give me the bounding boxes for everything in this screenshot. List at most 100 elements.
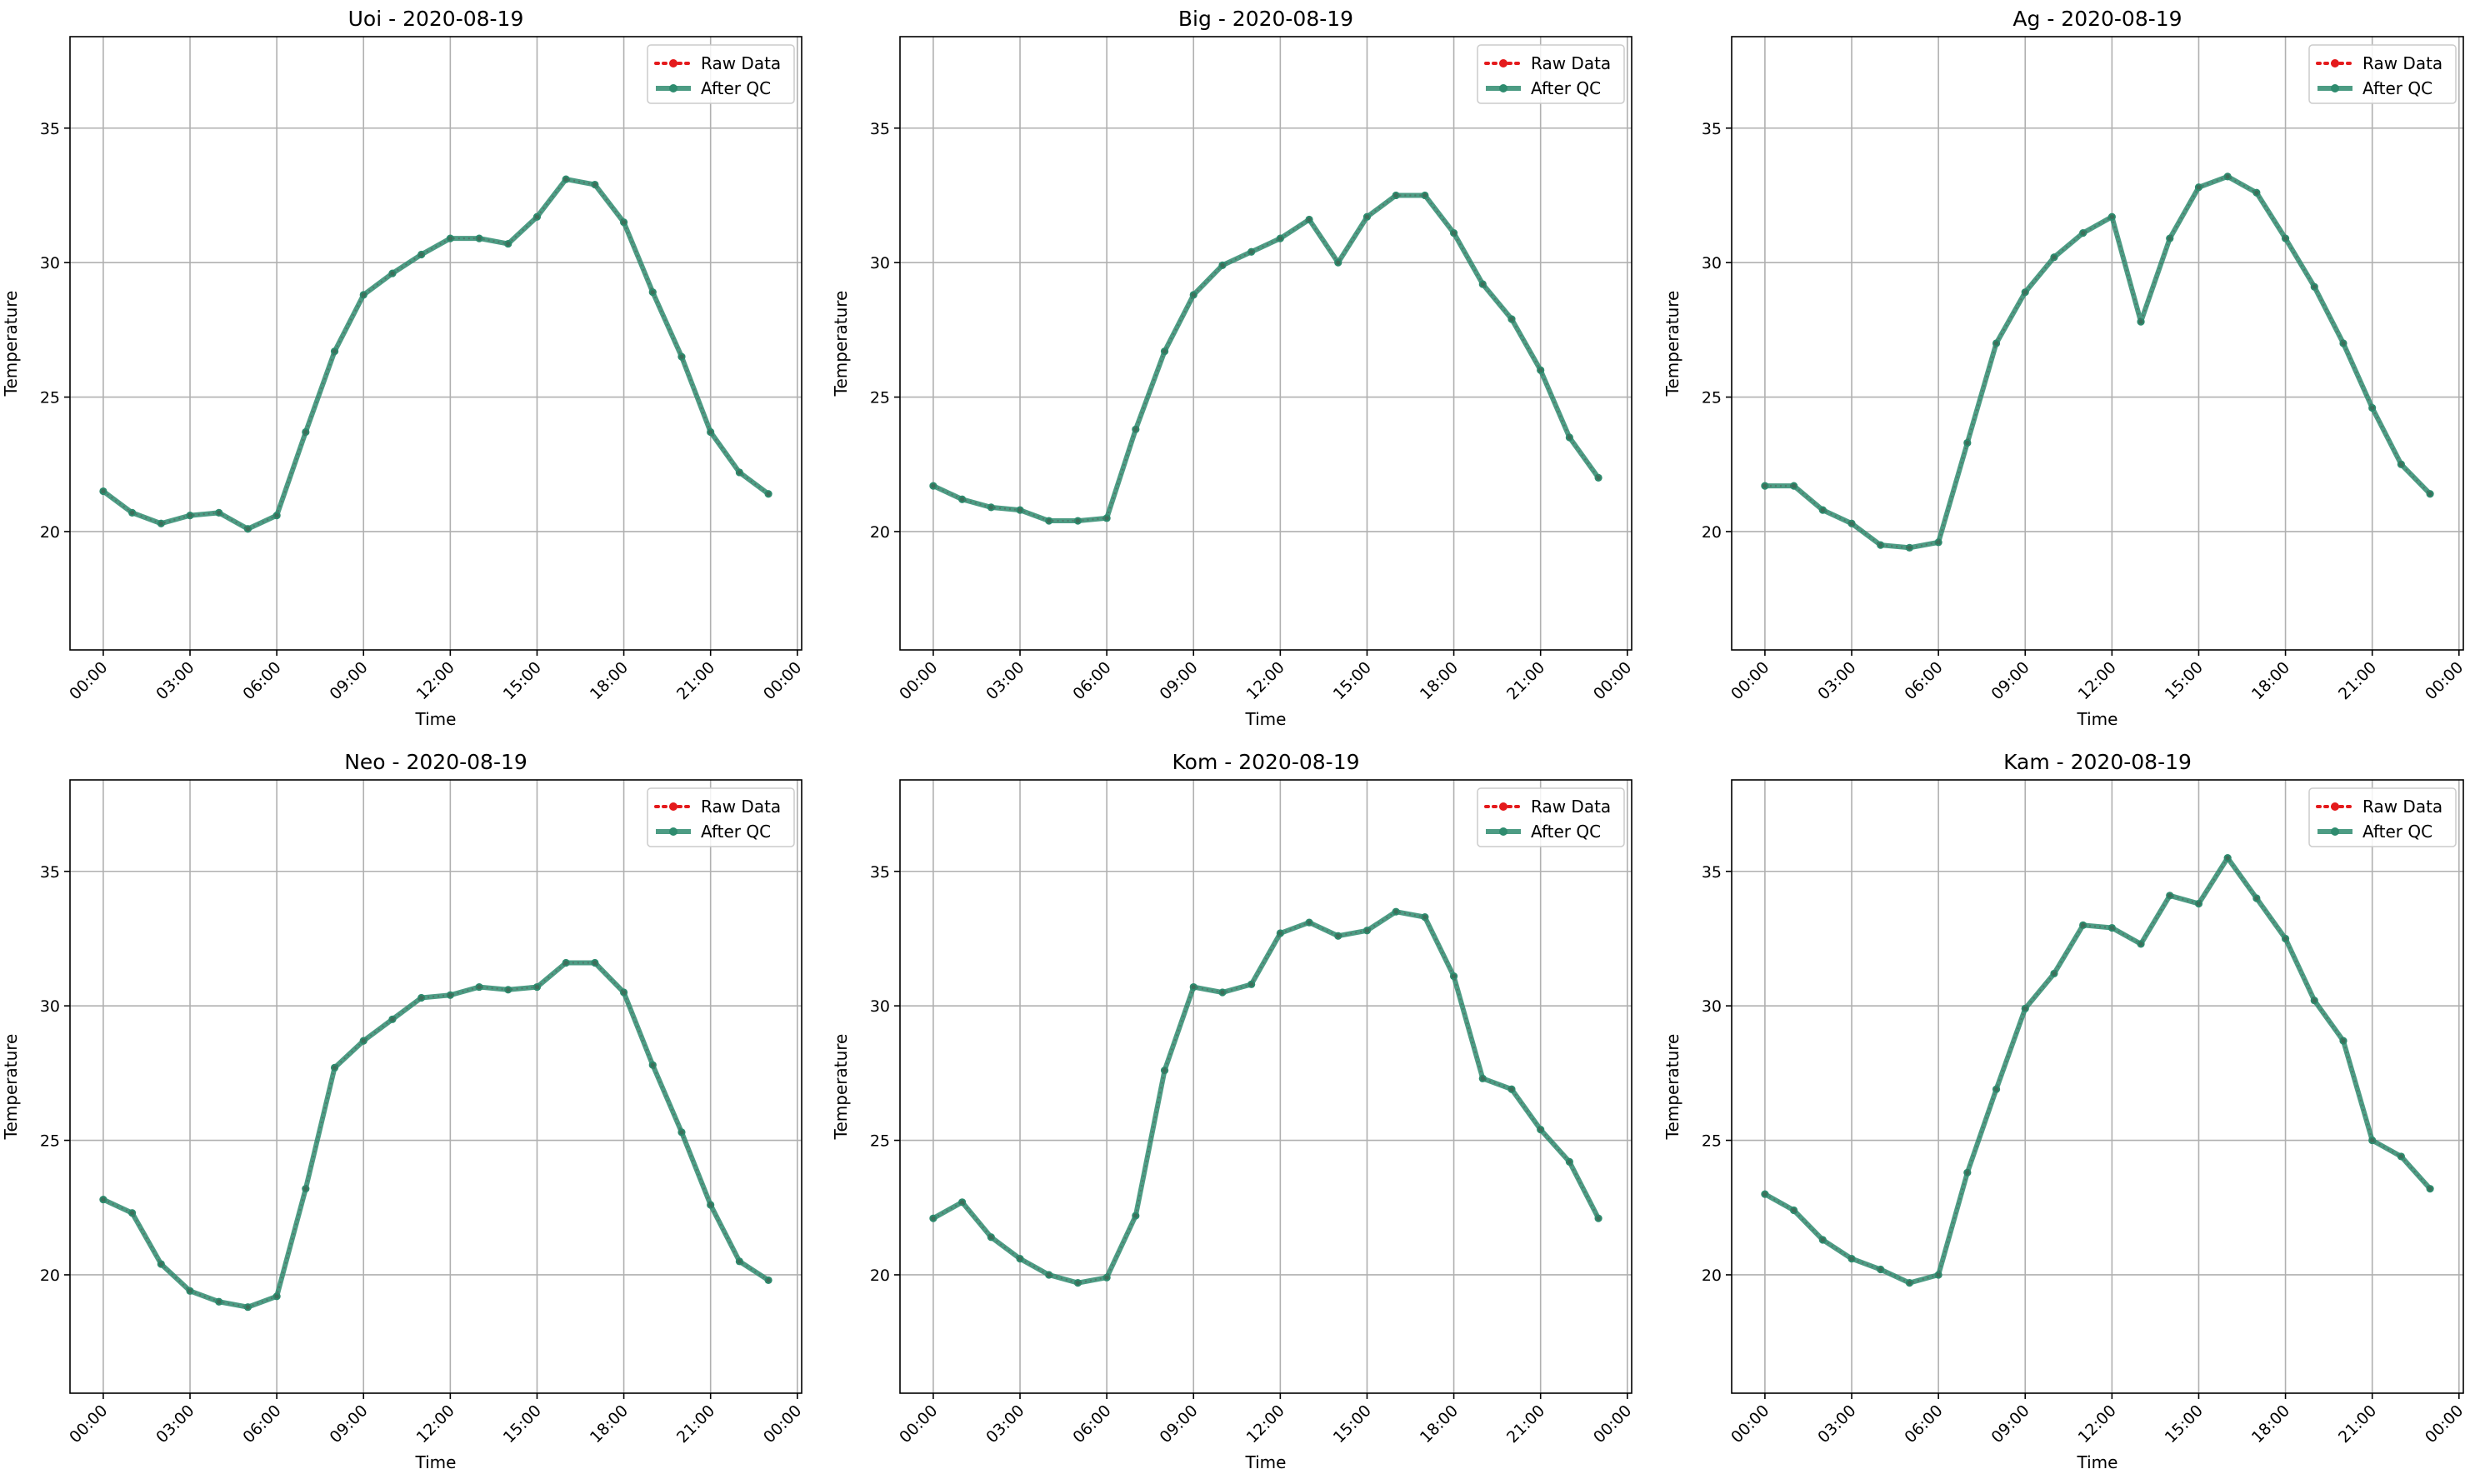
x-tick-label: 12:00 — [413, 658, 458, 703]
y-tick-label: 25 — [40, 389, 60, 407]
point-raw — [361, 292, 366, 297]
y-tick-label: 35 — [870, 863, 890, 882]
x-tick-label: 12:00 — [1243, 658, 1288, 703]
point-raw — [361, 1038, 366, 1043]
y-axis-label: Temperature — [1662, 291, 1682, 397]
point-raw — [217, 1299, 222, 1304]
legend: Raw Data After QC — [1477, 44, 1625, 104]
chart-title: Big - 2020-08-19 — [1178, 7, 1353, 31]
chart-title: Uoi - 2020-08-19 — [348, 7, 524, 31]
series-line-raw — [932, 911, 1599, 1284]
point-raw — [2168, 236, 2172, 241]
legend-label-qc: After QC — [2362, 78, 2432, 98]
x-tick-label: 21:00 — [2335, 658, 2380, 703]
x-tick-label: 18:00 — [1417, 1402, 1462, 1447]
point-raw — [332, 349, 338, 354]
point-raw — [245, 1305, 251, 1310]
point-raw — [708, 1202, 713, 1207]
point-raw — [274, 512, 279, 518]
point-raw — [419, 995, 424, 1001]
y-tick-label: 25 — [870, 1132, 890, 1151]
axes-frame — [1731, 36, 2464, 651]
legend-marker-raw — [669, 802, 678, 811]
x-tick-label: 18:00 — [2248, 1402, 2293, 1447]
point-raw — [1018, 1256, 1022, 1262]
point-raw — [592, 960, 598, 966]
point-raw — [2341, 341, 2346, 346]
chart-title: Kom - 2020-08-19 — [1172, 750, 1360, 774]
y-tick-label: 25 — [870, 389, 890, 407]
legend-label-qc: After QC — [2362, 822, 2432, 842]
y-tick-label: 30 — [1702, 997, 1722, 1016]
point-raw — [737, 470, 742, 475]
legend-label-raw: Raw Data — [2362, 53, 2442, 73]
point-raw — [1849, 521, 1854, 526]
y-tick-label: 30 — [1702, 254, 1722, 272]
series-line-after-qc — [932, 909, 1601, 1286]
point-raw — [2370, 1137, 2375, 1143]
point-raw — [1191, 292, 1196, 297]
point-raw — [1336, 260, 1341, 265]
point-raw — [931, 1216, 936, 1221]
y-tick-label: 20 — [1702, 523, 1722, 542]
point-raw — [2282, 936, 2288, 942]
point-raw — [679, 1130, 684, 1135]
point-raw — [1480, 1076, 1485, 1081]
point-raw — [1307, 920, 1312, 925]
x-tick-label: 00:00 — [1728, 658, 1772, 703]
point-raw — [506, 241, 511, 247]
y-axis-label: Temperature — [1662, 1034, 1682, 1141]
y-tick-label: 25 — [40, 1132, 60, 1151]
series-line-raw — [102, 962, 769, 1308]
x-tick-label: 00:00 — [2422, 658, 2467, 703]
x-tick-label: 09:00 — [326, 658, 371, 703]
legend-marker-raw — [1499, 802, 1508, 811]
point-raw — [1133, 427, 1138, 432]
x-tick-label: 03:00 — [152, 1402, 198, 1447]
axes-frame — [1731, 779, 2464, 1394]
x-tick-label: 03:00 — [1814, 1402, 1859, 1447]
point-raw — [1104, 1275, 1109, 1280]
point-raw — [2398, 1154, 2403, 1159]
point-raw — [1567, 435, 1572, 440]
point-raw — [2022, 1006, 2028, 1011]
point-raw — [1509, 1087, 1514, 1092]
legend-marker-qc — [669, 827, 678, 836]
x-tick-label: 00:00 — [1590, 1402, 1635, 1447]
x-tick-label: 09:00 — [1988, 658, 2032, 703]
point-raw — [1307, 217, 1312, 222]
point-raw — [1820, 507, 1825, 512]
series-line-after-qc — [932, 192, 1601, 524]
point-raw — [245, 527, 251, 532]
point-raw — [1762, 1192, 1768, 1197]
point-raw — [2109, 925, 2114, 931]
point-raw — [188, 1288, 192, 1293]
point-raw — [563, 960, 568, 966]
point-raw — [477, 236, 482, 241]
point-raw — [1509, 317, 1514, 322]
point-raw — [1220, 262, 1225, 267]
x-tick-label: 12:00 — [1243, 1402, 1288, 1447]
legend-marker-qc — [2331, 827, 2339, 836]
point-raw — [130, 510, 135, 515]
series-line-after-qc — [1764, 173, 2432, 551]
legend-marker-raw — [2331, 59, 2339, 67]
x-tick-label: 15:00 — [2162, 658, 2207, 703]
x-tick-label: 03:00 — [152, 658, 198, 703]
x-tick-label: 00:00 — [896, 1402, 941, 1447]
point-raw — [621, 220, 627, 225]
point-raw — [188, 512, 192, 518]
axes-frame — [69, 779, 802, 1394]
x-tick-label: 00:00 — [760, 658, 805, 703]
legend-label-raw: Raw Data — [1531, 53, 1611, 73]
x-tick-label: 21:00 — [1503, 1402, 1548, 1447]
point-raw — [621, 990, 627, 995]
point-raw — [1422, 915, 1428, 920]
x-axis-label: Time — [1245, 709, 1287, 729]
point-raw — [303, 1187, 308, 1192]
point-raw — [2341, 1038, 2346, 1043]
point-raw — [2398, 462, 2403, 467]
point-raw — [708, 429, 713, 435]
y-axis-label: Temperature — [1, 1034, 21, 1141]
